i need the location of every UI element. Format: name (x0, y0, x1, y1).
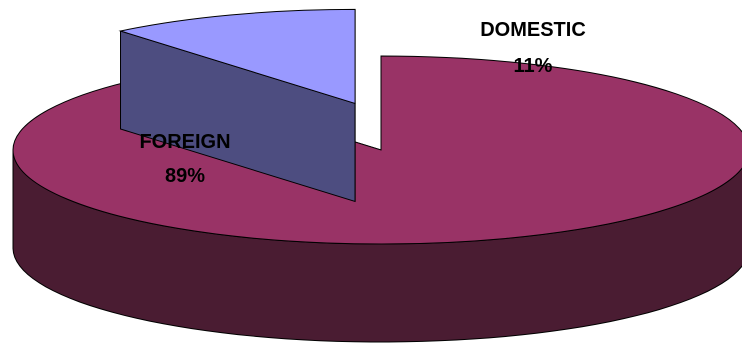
pie-labels: FOREIGN 89% DOMESTIC 11% (139, 19, 585, 187)
slice-domestic-top (118, 8, 356, 105)
slice-label-domestic-category: DOMESTIC (480, 19, 586, 41)
slice-label-foreign-value: 89% (165, 165, 205, 187)
slice-label-foreign-category: FOREIGN (139, 131, 230, 153)
slice-label-domestic-value: 11% (514, 55, 553, 77)
pie-slices (12, 8, 742, 343)
